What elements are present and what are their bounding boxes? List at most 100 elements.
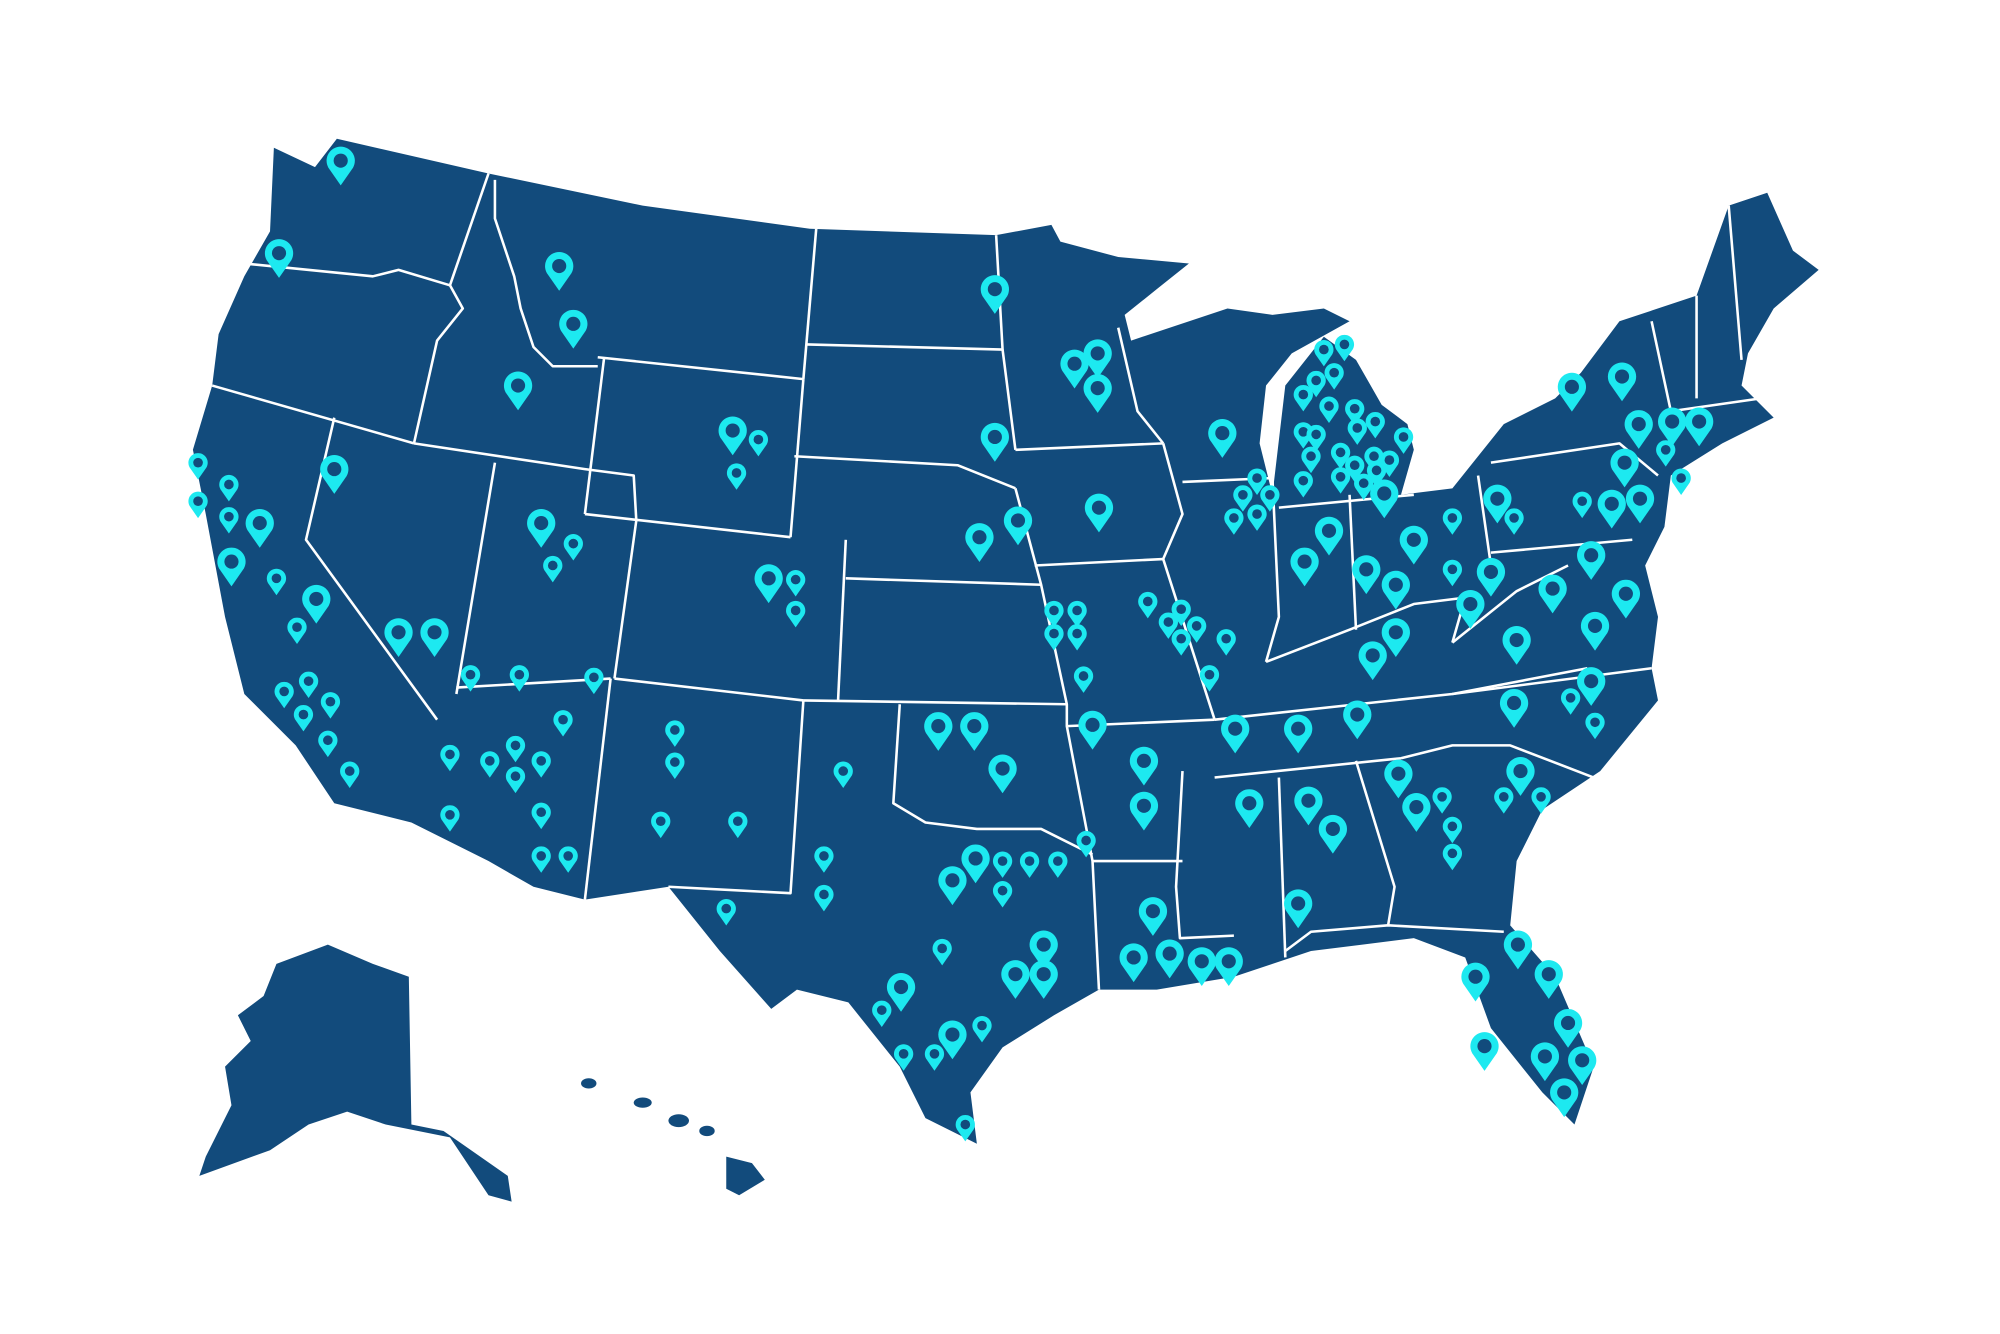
map-pin-icon[interactable] xyxy=(1365,411,1385,439)
map-pin-icon[interactable] xyxy=(1483,484,1512,524)
map-pin-icon[interactable] xyxy=(217,547,246,587)
map-pin-icon[interactable] xyxy=(1129,791,1159,831)
map-pin-icon[interactable] xyxy=(1381,570,1410,610)
map-pin-icon[interactable] xyxy=(1233,485,1253,512)
map-pin-icon[interactable] xyxy=(932,938,952,966)
map-pin-icon[interactable] xyxy=(1476,557,1506,597)
map-pin-icon[interactable] xyxy=(1067,624,1087,651)
map-pin-icon[interactable] xyxy=(1324,363,1344,390)
map-pin-icon[interactable] xyxy=(460,665,481,692)
map-pin-icon[interactable] xyxy=(1171,599,1191,627)
map-pin-icon[interactable] xyxy=(938,866,967,906)
map-pin-icon[interactable] xyxy=(1503,930,1533,970)
map-pin-icon[interactable] xyxy=(1306,424,1326,452)
map-pin-icon[interactable] xyxy=(938,1020,967,1060)
map-pin-icon[interactable] xyxy=(559,309,588,349)
map-pin-icon[interactable] xyxy=(1345,455,1365,483)
map-pin-icon[interactable] xyxy=(1129,746,1159,786)
map-pin-icon[interactable] xyxy=(1577,541,1606,580)
map-pin-icon[interactable] xyxy=(893,1044,914,1071)
map-pin-icon[interactable] xyxy=(1531,787,1551,814)
map-pin-icon[interactable] xyxy=(1078,710,1107,750)
map-pin-icon[interactable] xyxy=(992,851,1013,878)
map-pin-icon[interactable] xyxy=(1585,712,1605,740)
map-pin-icon[interactable] xyxy=(1671,468,1691,495)
map-pin-icon[interactable] xyxy=(266,568,287,596)
map-pin-icon[interactable] xyxy=(531,846,551,873)
map-pin-icon[interactable] xyxy=(1384,759,1413,799)
map-pin-icon[interactable] xyxy=(665,720,685,747)
map-pin-icon[interactable] xyxy=(1314,516,1344,556)
map-pin-icon[interactable] xyxy=(1158,612,1178,639)
map-pin-icon[interactable] xyxy=(872,1000,892,1028)
map-pin-icon[interactable] xyxy=(1293,422,1313,449)
map-pin-icon[interactable] xyxy=(420,618,449,658)
map-pin-icon[interactable] xyxy=(558,846,578,873)
map-pin-icon[interactable] xyxy=(1019,851,1040,878)
map-pin-icon[interactable] xyxy=(1208,419,1237,458)
map-pin-icon[interactable] xyxy=(1048,851,1068,878)
map-pin-icon[interactable] xyxy=(1557,372,1587,412)
map-pin-icon[interactable] xyxy=(1260,485,1280,512)
map-pin-icon[interactable] xyxy=(326,146,355,186)
map-pin-icon[interactable] xyxy=(1247,504,1267,531)
map-pin-icon[interactable] xyxy=(1625,484,1655,524)
map-pin-icon[interactable] xyxy=(924,1044,945,1071)
map-pin-icon[interactable] xyxy=(961,844,990,884)
map-pin-icon[interactable] xyxy=(1364,446,1384,474)
map-pin-icon[interactable] xyxy=(1199,665,1220,692)
map-pin-icon[interactable] xyxy=(1572,491,1592,519)
map-pin-icon[interactable] xyxy=(1456,589,1485,629)
map-pin-icon[interactable] xyxy=(1343,700,1372,740)
map-pin-icon[interactable] xyxy=(992,881,1013,908)
map-pin-icon[interactable] xyxy=(754,564,783,604)
map-pin-icon[interactable] xyxy=(274,681,294,709)
map-pin-icon[interactable] xyxy=(1003,506,1033,546)
map-pin-icon[interactable] xyxy=(1568,1046,1597,1085)
map-pin-icon[interactable] xyxy=(509,665,529,692)
map-pin-icon[interactable] xyxy=(584,667,604,695)
map-pin-icon[interactable] xyxy=(1318,814,1347,854)
map-pin-icon[interactable] xyxy=(1214,947,1243,987)
map-pin-icon[interactable] xyxy=(302,584,331,624)
map-pin-icon[interactable] xyxy=(340,761,360,788)
map-pin-icon[interactable] xyxy=(1001,960,1030,999)
map-pin-icon[interactable] xyxy=(264,239,294,278)
map-pin-icon[interactable] xyxy=(1076,830,1096,858)
map-pin-icon[interactable] xyxy=(440,805,460,832)
map-pin-icon[interactable] xyxy=(531,751,551,778)
map-pin-icon[interactable] xyxy=(245,509,274,548)
map-pin-icon[interactable] xyxy=(1370,479,1399,519)
map-pin-icon[interactable] xyxy=(1083,374,1112,413)
map-pin-icon[interactable] xyxy=(726,463,747,490)
map-pin-icon[interactable] xyxy=(1553,1008,1583,1048)
map-pin-icon[interactable] xyxy=(440,744,460,772)
map-pin-icon[interactable] xyxy=(1334,334,1355,362)
map-pin-icon[interactable] xyxy=(988,754,1017,794)
map-pin-icon[interactable] xyxy=(503,371,533,411)
map-pin-icon[interactable] xyxy=(786,600,806,628)
map-pin-icon[interactable] xyxy=(1306,370,1326,398)
map-pin-icon[interactable] xyxy=(716,899,736,926)
map-pin-icon[interactable] xyxy=(1083,339,1112,379)
map-pin-icon[interactable] xyxy=(1347,418,1367,445)
map-pin-icon[interactable] xyxy=(543,555,563,583)
map-pin-icon[interactable] xyxy=(1399,525,1428,565)
map-pin-icon[interactable] xyxy=(1293,471,1313,498)
map-pin-icon[interactable] xyxy=(1530,1042,1560,1082)
map-pin-icon[interactable] xyxy=(1538,574,1567,614)
map-pin-icon[interactable] xyxy=(1470,1032,1499,1071)
map-pin-icon[interactable] xyxy=(1624,410,1653,449)
map-pin-icon[interactable] xyxy=(1610,448,1639,488)
map-pin-icon[interactable] xyxy=(1235,789,1264,828)
map-pin-icon[interactable] xyxy=(188,453,208,480)
map-pin-icon[interactable] xyxy=(1293,384,1313,412)
map-pin-icon[interactable] xyxy=(1216,629,1236,656)
map-pin-icon[interactable] xyxy=(320,692,341,719)
map-pin-icon[interactable] xyxy=(1284,889,1313,929)
map-pin-icon[interactable] xyxy=(1560,688,1581,715)
map-pin-icon[interactable] xyxy=(1294,786,1323,826)
map-pin-icon[interactable] xyxy=(924,712,953,751)
map-pin-icon[interactable] xyxy=(1607,362,1637,402)
map-pin-icon[interactable] xyxy=(748,429,769,457)
